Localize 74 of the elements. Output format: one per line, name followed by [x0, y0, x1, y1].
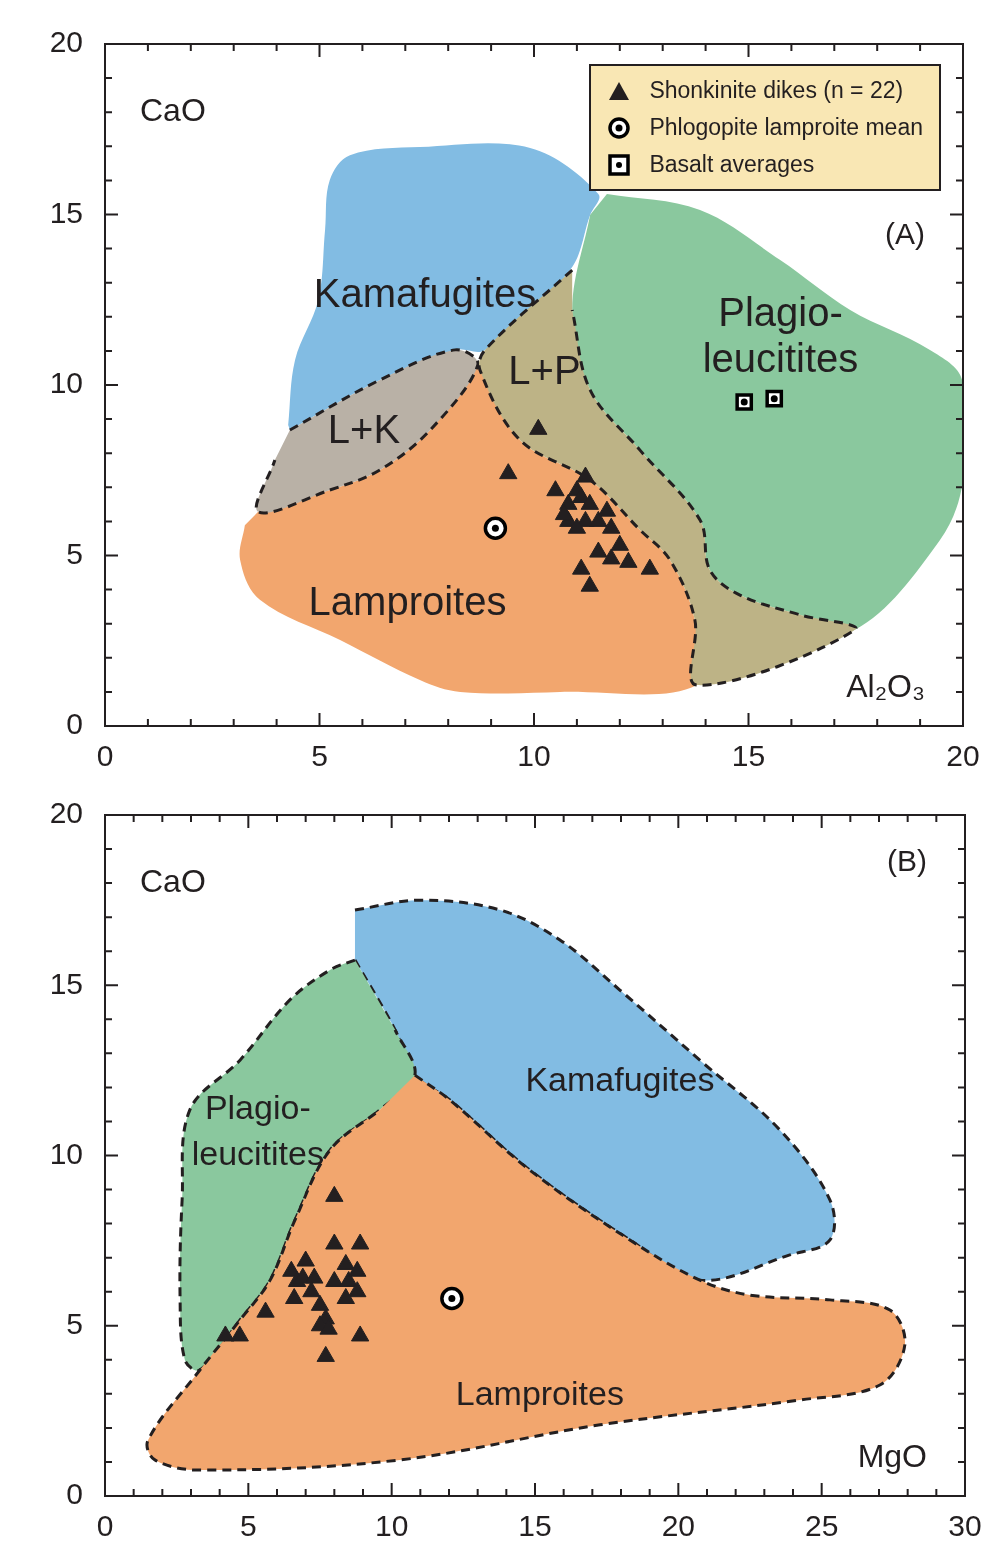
- point: [589, 510, 608, 527]
- point: [735, 393, 754, 411]
- point: [589, 541, 608, 558]
- point: [325, 1185, 344, 1202]
- y-tick-label: 5: [66, 1307, 83, 1341]
- point: [348, 1281, 367, 1298]
- series-label: Kamafugites: [525, 1060, 715, 1099]
- point: [348, 1260, 367, 1277]
- annotation: (A): [885, 217, 925, 251]
- legend-label: Shonkinite dikes (n = 22): [649, 77, 904, 104]
- legend-label: Basalt averages: [649, 151, 815, 178]
- x-tick-label: 30: [948, 1509, 982, 1543]
- series-label: Plagio-leucitites: [702, 289, 859, 380]
- y-tick-label: 15: [49, 195, 83, 229]
- x-tick-label: 10: [517, 739, 551, 773]
- x-tick-label: 25: [804, 1509, 839, 1543]
- point: [580, 575, 599, 592]
- x-tick-label: 0: [96, 739, 114, 773]
- x-axis-title: MgO: [857, 1437, 927, 1474]
- x-tick-label: 20: [946, 739, 980, 773]
- point: [336, 1288, 355, 1305]
- point: [546, 480, 565, 497]
- y-tick-label: 20: [49, 25, 83, 59]
- point: [580, 493, 599, 510]
- series-label: Plagio-leucitites: [191, 1087, 324, 1172]
- point: [350, 1325, 370, 1342]
- y-tick-label: 15: [49, 966, 83, 1000]
- point: [576, 466, 595, 483]
- point: [619, 551, 638, 568]
- y-tick-label: 10: [49, 366, 83, 400]
- y-axis-title: CaO: [140, 91, 206, 128]
- point: [602, 548, 621, 565]
- point: [325, 1270, 344, 1287]
- point: [499, 463, 518, 480]
- point: [256, 1301, 275, 1318]
- point: [640, 558, 659, 575]
- annotation: (B): [887, 844, 927, 878]
- point: [310, 1294, 330, 1311]
- x-tick-label: 5: [239, 1509, 257, 1543]
- point: [597, 500, 617, 517]
- x-axis-title: Al₂O₃: [846, 667, 925, 704]
- y-tick-label: 0: [66, 707, 83, 741]
- point: [602, 517, 621, 534]
- point: [216, 1325, 235, 1342]
- x-tick-label: 5: [311, 739, 328, 773]
- legend-label: Phlogopite lamproite mean: [649, 114, 923, 141]
- y-tick-label: 10: [49, 1136, 83, 1170]
- point: [305, 1267, 324, 1284]
- point: [572, 558, 591, 575]
- point: [336, 1253, 355, 1270]
- point: [529, 418, 548, 435]
- point: [302, 1281, 321, 1298]
- x-tick-label: 20: [661, 1509, 696, 1543]
- y-axis-title: CaO: [140, 862, 206, 899]
- point: [325, 1233, 344, 1250]
- x-tick-label: 15: [731, 739, 766, 773]
- x-tick-label: 0: [96, 1509, 114, 1543]
- point: [350, 1233, 370, 1250]
- series-label: Lamproites: [308, 579, 507, 624]
- point: [296, 1250, 315, 1267]
- y-tick-label: 5: [66, 536, 83, 570]
- x-tick-label: 10: [374, 1509, 409, 1543]
- point: [567, 517, 587, 534]
- point: [316, 1345, 335, 1362]
- y-tick-label: 0: [66, 1477, 83, 1511]
- series-label: L+K: [327, 406, 401, 451]
- series-label: Lamproites: [455, 1373, 624, 1412]
- point: [610, 534, 629, 551]
- x-tick-label: 15: [518, 1509, 552, 1543]
- y-tick-label: 20: [49, 796, 83, 830]
- series-label: L+P: [508, 348, 581, 393]
- point: [285, 1288, 304, 1305]
- point: [230, 1325, 249, 1342]
- point: [765, 389, 784, 408]
